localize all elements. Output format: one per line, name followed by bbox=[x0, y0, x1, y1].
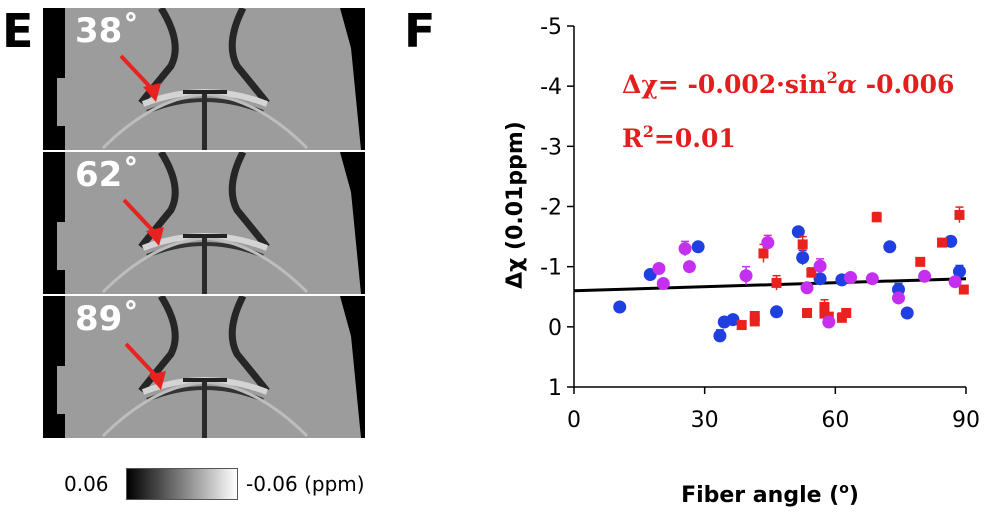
angle-label-38: 38˚ bbox=[75, 11, 140, 51]
data-point-magenta bbox=[761, 236, 775, 250]
x-tick-label: 60 bbox=[821, 408, 849, 433]
data-point-magenta bbox=[682, 260, 696, 274]
colorbar-max-label: -0.06 (ppm) bbox=[246, 472, 365, 496]
data-point-blue bbox=[883, 240, 897, 254]
x-axis-label: Fiber angle (o) bbox=[681, 481, 859, 508]
y-axis-label: Δχ (0.01ppm) bbox=[503, 121, 528, 289]
equation-annotation: Δχ= -0.002·sin2α -0.006 bbox=[622, 68, 954, 99]
y-tick-label: -4 bbox=[540, 75, 562, 100]
y-tick-label: -1 bbox=[540, 256, 562, 281]
data-point-blue bbox=[791, 225, 805, 239]
panel-e-letter: E bbox=[2, 4, 34, 58]
y-tick-label: -2 bbox=[540, 196, 562, 221]
y-tick-label: 0 bbox=[548, 316, 562, 341]
data-point-magenta bbox=[800, 281, 814, 295]
data-point-blue bbox=[796, 251, 810, 265]
data-point-red bbox=[819, 301, 830, 312]
mri-slice-38 bbox=[57, 8, 361, 150]
data-point-red bbox=[958, 284, 969, 295]
data-point-red bbox=[749, 316, 760, 327]
data-point-blue bbox=[770, 305, 784, 319]
data-point-red bbox=[915, 256, 926, 267]
data-point-red bbox=[749, 311, 760, 322]
mri-slice-62 bbox=[57, 152, 361, 294]
data-point-magenta bbox=[891, 291, 905, 305]
mri-slice-89 bbox=[57, 296, 361, 438]
data-point-red bbox=[954, 209, 965, 220]
data-point-magenta bbox=[678, 242, 692, 256]
angle-label-62: 62˚ bbox=[75, 155, 140, 195]
y-tick-label: -5 bbox=[540, 15, 562, 40]
colorbar-gradient bbox=[126, 468, 238, 500]
data-point-magenta bbox=[918, 269, 932, 283]
data-point-magenta bbox=[822, 315, 836, 329]
data-point-red bbox=[841, 307, 852, 318]
x-tick-label: 30 bbox=[691, 408, 719, 433]
x-tick-label: 90 bbox=[952, 408, 980, 433]
data-point-blue bbox=[691, 240, 705, 254]
r-squared-annotation: R2=0.01 bbox=[622, 122, 736, 153]
data-point-red bbox=[797, 239, 808, 250]
data-point-magenta bbox=[948, 275, 962, 289]
data-point-blue bbox=[900, 306, 914, 320]
y-tick-label: 1 bbox=[548, 376, 562, 401]
x-tick-label: 0 bbox=[567, 408, 581, 433]
data-point-red bbox=[806, 267, 817, 278]
data-point-red bbox=[736, 320, 747, 331]
data-point-red bbox=[802, 307, 813, 318]
data-point-blue bbox=[952, 264, 966, 278]
red-arrow-icon bbox=[124, 342, 166, 390]
data-point-blue bbox=[944, 234, 958, 248]
data-point-magenta bbox=[656, 277, 670, 291]
data-point-blue bbox=[713, 329, 727, 343]
data-point-red bbox=[771, 277, 782, 288]
mri-image-89: 89˚ bbox=[43, 296, 365, 438]
mri-image-38: 38˚ bbox=[43, 8, 365, 150]
data-point-magenta bbox=[739, 269, 753, 283]
data-point-red bbox=[758, 248, 769, 259]
red-arrow-icon bbox=[119, 54, 161, 102]
data-point-magenta bbox=[844, 270, 858, 284]
data-point-magenta bbox=[865, 272, 879, 286]
angle-label-89: 89˚ bbox=[75, 299, 140, 339]
data-point-blue bbox=[726, 313, 740, 327]
data-point-blue bbox=[813, 272, 827, 286]
data-point-red bbox=[937, 237, 948, 248]
mri-image-62: 62˚ bbox=[43, 152, 365, 294]
data-point-red bbox=[871, 212, 882, 223]
red-arrow-icon bbox=[122, 198, 164, 246]
data-point-magenta bbox=[813, 259, 827, 273]
y-tick-label: -3 bbox=[540, 135, 562, 160]
data-point-magenta bbox=[652, 261, 666, 275]
colorbar-min-label: 0.06 bbox=[64, 472, 109, 496]
fit-line bbox=[573, 277, 967, 293]
panel-f-letter: F bbox=[404, 4, 436, 58]
data-point-blue bbox=[613, 300, 627, 314]
